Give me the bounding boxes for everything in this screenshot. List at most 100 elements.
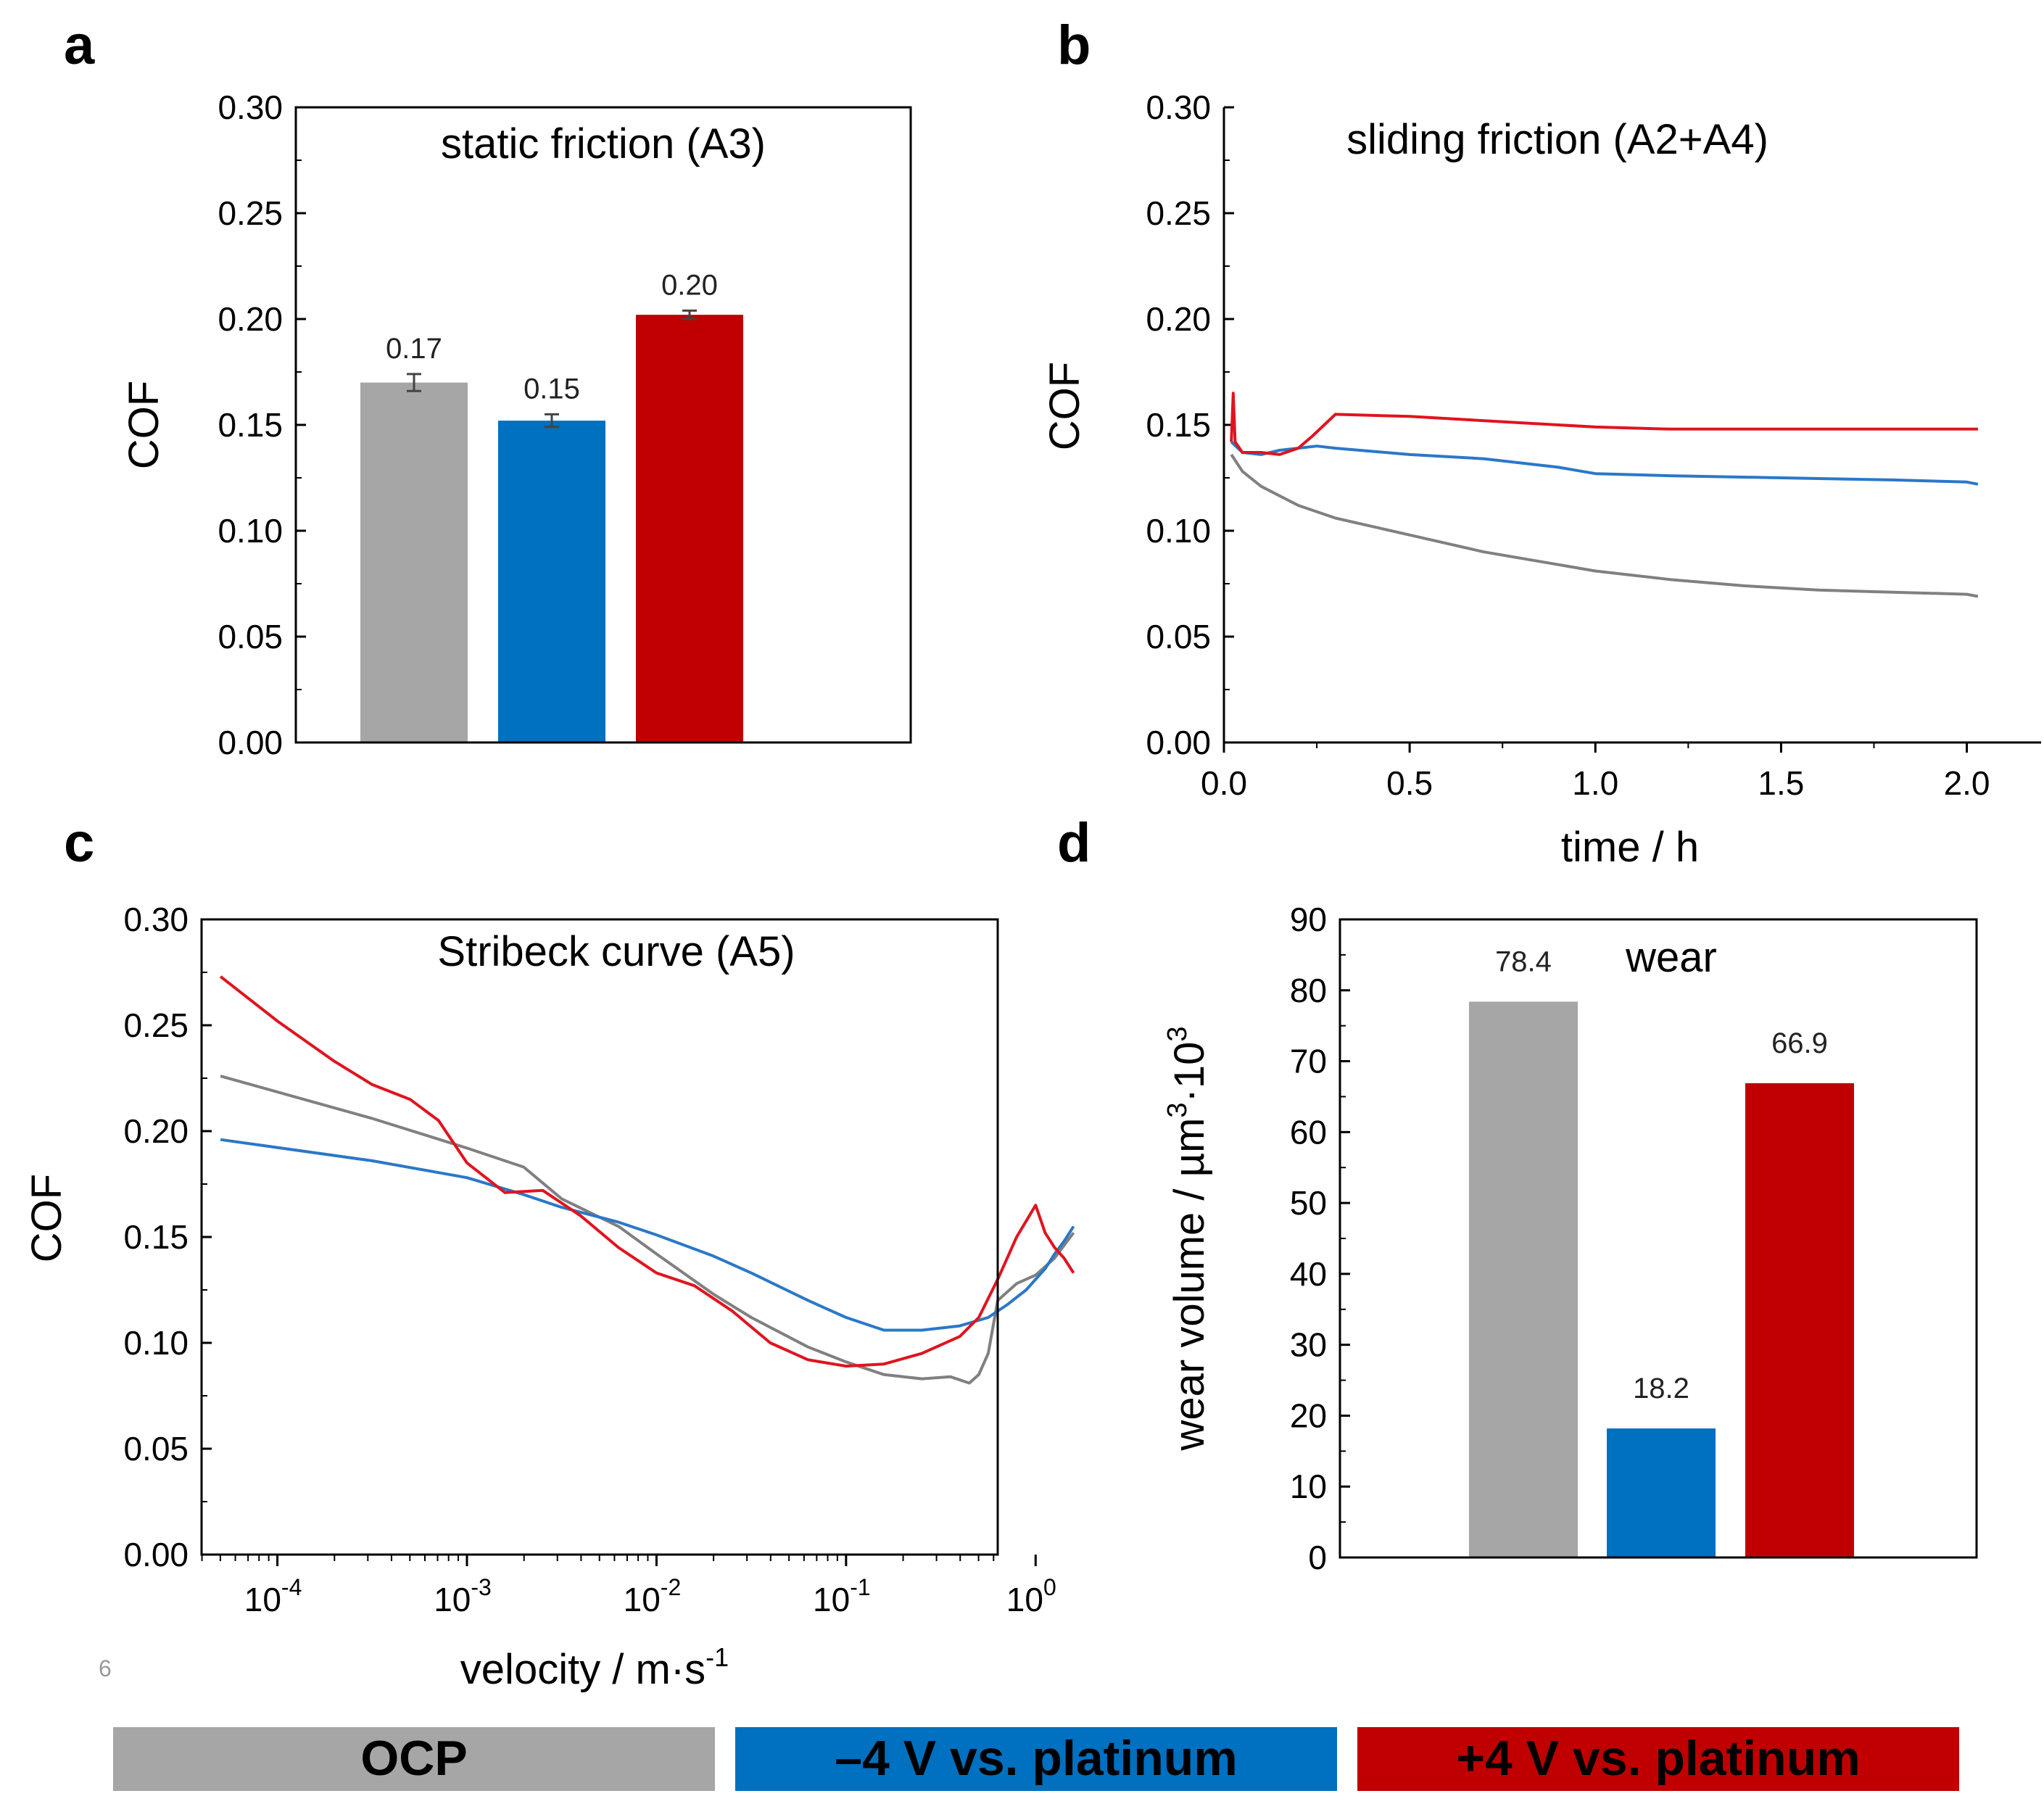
chart-c-ytick-label: 0.25 <box>123 1006 189 1044</box>
chart-c-series-line <box>220 1075 1075 1385</box>
chart-a-bar <box>360 382 468 742</box>
chart-b-ylabel: COF <box>1041 362 1088 450</box>
legend-pos4-label: +4 V vs. platinum <box>1456 1731 1860 1786</box>
chart-c-frame <box>200 918 999 1556</box>
page-number: 6 <box>99 1655 112 1681</box>
chart-c-xlabel: velocity / m·s-1 <box>460 1642 729 1693</box>
chart-c-xtick-label: 10-2 <box>624 1574 682 1618</box>
chart-d-ytick-label: 90 <box>1290 901 1327 938</box>
chart-d-ytick-label: 30 <box>1290 1326 1327 1364</box>
chart-d-data-label: 78.4 <box>1495 946 1552 977</box>
chart-b-xtick-label: 2.0 <box>1944 764 1990 802</box>
chart-a-title: static friction (A3) <box>441 120 766 167</box>
chart-b-xtick-label: 1.5 <box>1758 764 1804 802</box>
chart-b-xtick-label: 1.0 <box>1572 764 1618 802</box>
chart-b-series-line <box>1230 453 1979 598</box>
panel-label-c: c <box>64 812 94 874</box>
chart-b-ytick-label: 0.25 <box>1146 194 1211 232</box>
legend-pos4-swatch <box>1357 1727 1959 1791</box>
legend-ocp-label: OCP <box>360 1731 467 1786</box>
chart-a-static-friction: 0.17 0.15 0.20 0.00 0.05 0.10 0.15 0.20 0.25 0.3… <box>120 88 912 761</box>
chart-c-xtick-exp: -1 <box>850 1574 870 1600</box>
chart-c-ytick-label: 0.15 <box>123 1218 189 1256</box>
chart-b-xtick-label: 0.5 <box>1386 764 1433 802</box>
chart-b-ytick-label: 0.05 <box>1146 618 1211 655</box>
panel-label-d: d <box>1057 812 1091 874</box>
chart-b-xtick-label: 0.0 <box>1201 764 1247 802</box>
chart-d-ylabel: wear volume / µm3·103 <box>1162 1027 1213 1452</box>
chart-c-title: Stribeck curve (A5) <box>437 928 795 975</box>
panel-label-a: a <box>64 15 95 76</box>
chart-d-ytick-label: 10 <box>1290 1468 1327 1505</box>
chart-c-xlabel-text: velocity / m·s <box>460 1646 706 1693</box>
legend-neg4-swatch <box>735 1727 1337 1791</box>
chart-a-ytick-label: 0.30 <box>218 88 283 126</box>
chart-d-ytick-label: 60 <box>1290 1113 1327 1151</box>
chart-c-xtick-base: 10 <box>434 1581 471 1618</box>
chart-d-bar <box>1745 1083 1854 1557</box>
legend-ocp-swatch <box>113 1727 715 1791</box>
chart-a-ytick-label: 0.00 <box>218 724 283 761</box>
chart-d-ytick-label: 50 <box>1290 1184 1327 1222</box>
chart-d-ytick-label: 80 <box>1290 972 1327 1009</box>
chart-b-ytick-label: 0.00 <box>1146 724 1211 761</box>
legend-neg4-label: –4 V vs. platinum <box>835 1731 1238 1786</box>
chart-a-ytick-label: 0.25 <box>218 194 283 232</box>
chart-d-data-label: 18.2 <box>1633 1373 1689 1404</box>
chart-c-xtick-label: 10-1 <box>813 1574 871 1618</box>
chart-c-xtick-exp: -2 <box>661 1574 681 1600</box>
chart-c-xtick-label: 10-4 <box>244 1574 302 1618</box>
chart-c-xtick-base: 10 <box>813 1581 850 1618</box>
chart-c-stribeck: 0.000.050.100.150.200.250.30 10-4 10-3 10-… <box>23 901 1075 1693</box>
panel-label-b: b <box>1057 15 1091 76</box>
chart-d-ytick-label: 40 <box>1290 1255 1327 1293</box>
chart-d-bar <box>1607 1428 1716 1557</box>
chart-d-ylabel-mid: ·10 <box>1166 1042 1213 1103</box>
chart-d-data-label: 66.9 <box>1771 1027 1828 1059</box>
chart-d-ytick-label: 20 <box>1290 1397 1327 1434</box>
chart-a-data-label: 0.17 <box>386 333 442 365</box>
chart-b-ytick-label: 0.15 <box>1146 406 1211 444</box>
chart-a-ytick-label: 0.05 <box>218 618 283 655</box>
chart-d-ytick-label: 70 <box>1290 1043 1327 1080</box>
chart-d-ylabel-sup2: 3 <box>1162 1027 1193 1042</box>
chart-c-ytick-label: 0.05 <box>123 1430 189 1468</box>
chart-a-bar <box>636 315 743 742</box>
chart-c-ytick-label: 0.20 <box>123 1112 189 1150</box>
chart-d-bar <box>1469 1001 1578 1557</box>
chart-a-data-label: 0.15 <box>524 373 580 405</box>
chart-b-ytick-label: 0.20 <box>1146 300 1211 338</box>
chart-b-ytick-label: 0.30 <box>1146 88 1211 126</box>
chart-a-ytick-label: 0.20 <box>218 300 283 338</box>
chart-c-xtick-label: 10-3 <box>434 1574 492 1618</box>
chart-a-bar <box>498 421 605 742</box>
chart-c-xtick-base: 10 <box>624 1581 661 1618</box>
chart-d-ylabel-text: wear volume / µm <box>1166 1118 1213 1452</box>
legend: OCP –4 V vs. platinum +4 V vs. platinum <box>113 1727 1959 1791</box>
chart-d-ylabel-sup1: 3 <box>1162 1102 1193 1117</box>
chart-b-title: sliding friction (A2+A4) <box>1346 116 1768 163</box>
chart-b-sliding-friction: 0.00 0.05 0.10 0.15 0.20 0.25 0.30 0.0 0.5 1.0 1.… <box>1041 88 2041 871</box>
chart-c-ytick-label: 0.30 <box>123 901 189 938</box>
chart-a-ytick-label: 0.10 <box>218 512 283 550</box>
chart-c-series-line <box>219 975 1075 1368</box>
chart-d-wear: 78.4 18.2 66.9 0 10 20 30 40 50 60 70 80 90 wear we… <box>1162 901 1978 1576</box>
chart-c-ytick-label: 0.00 <box>123 1536 189 1573</box>
chart-a-data-label: 0.20 <box>661 269 718 301</box>
chart-d-title: wear <box>1625 934 1717 981</box>
chart-b-series-line <box>1230 440 1979 486</box>
chart-d-ytick-label: 0 <box>1308 1539 1327 1576</box>
chart-c-xtick-base: 10 <box>1006 1581 1043 1618</box>
chart-c-ytick-label: 0.10 <box>123 1324 189 1362</box>
chart-b-series-line <box>1230 392 1978 456</box>
chart-b-ytick-label: 0.10 <box>1146 512 1211 550</box>
chart-c-xlabel-sup: -1 <box>706 1642 729 1672</box>
chart-a-ytick-label: 0.15 <box>218 406 283 444</box>
chart-c-xtick-label: 100 <box>1006 1574 1056 1618</box>
chart-c-ylabel: COF <box>23 1174 70 1262</box>
chart-c-xtick-exp: -4 <box>281 1574 302 1600</box>
chart-a-ylabel: COF <box>120 381 167 469</box>
chart-b-xlabel: time / h <box>1561 824 1699 871</box>
chart-c-xtick-exp: -3 <box>471 1574 491 1600</box>
